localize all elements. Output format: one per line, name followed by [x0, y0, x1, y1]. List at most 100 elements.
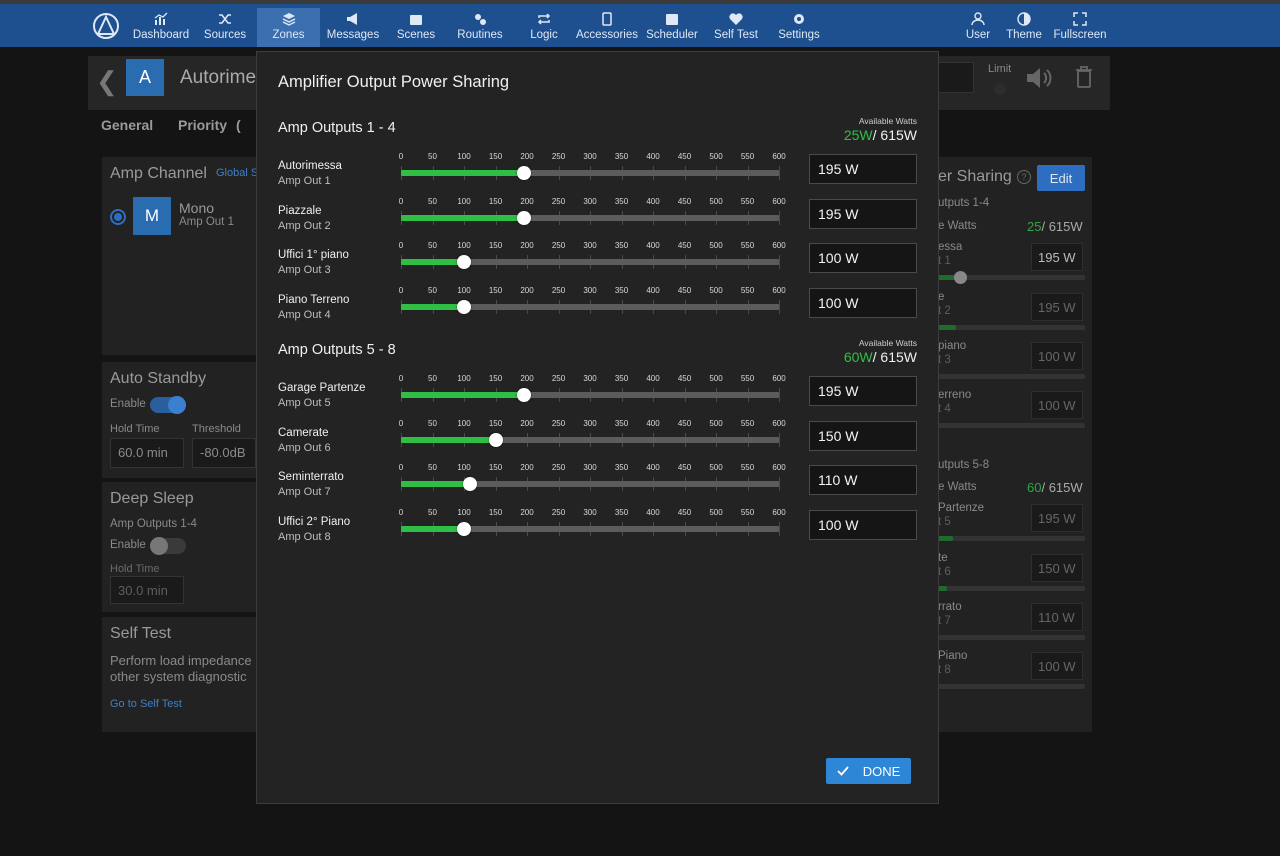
nav-label: Dashboard: [132, 29, 190, 41]
go-to-self-test-link[interactable]: Go to Self Test: [110, 698, 182, 710]
global-settings-link[interactable]: Global S: [216, 167, 259, 179]
watt-slider[interactable]: 0 50 100 150 200 250 300 350 400 450 500 550 600: [397, 507, 786, 544]
slider-track[interactable]: [401, 303, 779, 310]
watt-slider[interactable]: 0 50 100 150 200 250 300 350 400 450 500 550 600: [397, 152, 786, 188]
slider-thumb[interactable]: [457, 521, 471, 536]
nav-self-test[interactable]: Self Test: [710, 8, 762, 47]
speaker-icon[interactable]: [1025, 65, 1055, 91]
scale-tick-label: 600: [772, 285, 786, 295]
watt-input[interactable]: 110 W: [809, 465, 917, 496]
scale-tick-label: 450: [677, 241, 692, 251]
watt-input[interactable]: 100 W: [809, 287, 917, 318]
nav-fullscreen[interactable]: Fullscreen: [1052, 8, 1108, 47]
app-logo[interactable]: [92, 12, 120, 40]
chart-icon: [154, 12, 168, 25]
scale-tick-label: 350: [614, 285, 629, 295]
slider-track[interactable]: [401, 259, 779, 266]
auto-standby-toggle[interactable]: [150, 396, 186, 414]
deep-sleep-toggle[interactable]: [150, 537, 186, 555]
nav-routines[interactable]: Routines: [454, 8, 506, 47]
scale-tick-label: 350: [614, 507, 629, 517]
ps-row-track[interactable]: [938, 635, 1085, 640]
hold-time-field[interactable]: 60.0 min: [110, 438, 184, 468]
scale-tick-label: 400: [646, 374, 660, 383]
ps-row-value[interactable]: 150 W: [1031, 554, 1083, 582]
ps-row-value[interactable]: 100 W: [1031, 391, 1083, 419]
ps-row-track[interactable]: [938, 684, 1085, 689]
scale-tick-label: 350: [614, 241, 629, 251]
slider-track[interactable]: [401, 170, 779, 176]
nav-user[interactable]: User: [962, 8, 994, 47]
ps-row-thumb[interactable]: [954, 271, 967, 284]
slider-thumb[interactable]: [457, 255, 471, 270]
deep-sleep-hold-field[interactable]: 30.0 min: [110, 576, 184, 604]
slider-thumb[interactable]: [516, 166, 531, 180]
ps-row-sub: t 5: [938, 516, 951, 528]
nav-scenes[interactable]: Scenes: [392, 8, 440, 47]
ps-row-track[interactable]: [938, 271, 1085, 284]
shuffle-icon: [219, 14, 231, 24]
slider-track[interactable]: [401, 525, 779, 532]
nav-label: Self Test: [714, 29, 758, 41]
watt-slider[interactable]: 0 50 100 150 200 250 300 350 400 450 500 550 600: [397, 197, 786, 233]
slider-thumb[interactable]: [463, 477, 478, 492]
nav-sources[interactable]: Sources: [200, 8, 250, 47]
trash-icon[interactable]: [1075, 66, 1093, 88]
mono-radio[interactable]: [110, 209, 126, 225]
watt-input[interactable]: 195 W: [809, 154, 917, 184]
ps-row-track[interactable]: [938, 374, 1085, 379]
watt-slider[interactable]: 0 50 100 150 200 250 300 350 400 450 500 550 600: [397, 285, 786, 322]
available-watts-used: 60W: [843, 349, 873, 365]
watt-slider[interactable]: 0 50 100 150 200 250 300 350 400 450 500 550 600: [397, 374, 786, 410]
watt-input[interactable]: 150 W: [809, 420, 917, 451]
slider-thumb[interactable]: [516, 388, 531, 402]
scale-tick-mark: [779, 255, 780, 270]
ps-row-sub: t 7: [938, 615, 951, 627]
tab-more[interactable]: (: [236, 117, 241, 133]
help-icon[interactable]: ?: [1017, 170, 1031, 184]
ps-row-name: erreno: [938, 389, 972, 401]
scale-tick-label: 200: [520, 152, 534, 161]
slider-track[interactable]: [401, 214, 779, 221]
ps-row-value[interactable]: 110 W: [1031, 603, 1083, 631]
slider-track[interactable]: [401, 481, 779, 488]
nav-scheduler[interactable]: Scheduler: [645, 8, 699, 47]
watt-input[interactable]: 195 W: [809, 376, 917, 406]
ps-row-value[interactable]: 195 W: [1031, 504, 1083, 532]
nav-logic[interactable]: Logic: [526, 8, 562, 47]
slider-track[interactable]: [401, 392, 779, 398]
slider-thumb[interactable]: [457, 299, 471, 314]
slider-track[interactable]: [401, 436, 779, 443]
ps-row-value[interactable]: 195 W: [1031, 293, 1083, 321]
ps-row-track[interactable]: [938, 423, 1085, 428]
nav-accessories[interactable]: Accessories: [576, 8, 638, 47]
ps-row-value[interactable]: 100 W: [1031, 652, 1083, 680]
watt-slider[interactable]: 0 50 100 150 200 250 300 350 400 450 500 550 600: [397, 463, 786, 499]
watt-input[interactable]: 100 W: [809, 243, 917, 274]
ps-row-value[interactable]: 195 W: [1031, 243, 1083, 271]
nav-settings[interactable]: Settings: [776, 8, 822, 47]
nav-dashboard[interactable]: Dashboard: [132, 8, 190, 47]
edit-button[interactable]: Edit: [1037, 165, 1085, 191]
nav-theme[interactable]: Theme: [1004, 8, 1044, 47]
scale-tick-label: 0: [398, 374, 404, 383]
ps-row-track[interactable]: [938, 536, 1085, 541]
threshold-field[interactable]: -80.0dB: [192, 438, 256, 468]
slider-thumb[interactable]: [488, 432, 503, 447]
watt-slider[interactable]: 0 50 100 150 200 250 300 350 400 450 500 550 600: [397, 241, 786, 277]
nav-zones[interactable]: Zones: [257, 8, 320, 51]
limit-indicator[interactable]: [994, 83, 1006, 95]
scale-tick-label: 200: [520, 285, 534, 295]
nav-messages[interactable]: Messages: [322, 8, 384, 47]
back-chevron-icon[interactable]: ❮: [96, 66, 118, 96]
done-button[interactable]: DONE: [826, 758, 911, 784]
watt-slider[interactable]: 0 50 100 150 200 250 300 350 400 450 500 550 600: [397, 419, 786, 455]
tab-priority[interactable]: Priority: [178, 117, 228, 133]
ps-row-value[interactable]: 100 W: [1031, 342, 1083, 370]
ps-row-track[interactable]: [938, 586, 1085, 591]
ps-row-track[interactable]: [938, 325, 1085, 330]
tab-general[interactable]: General: [101, 117, 154, 133]
watt-input[interactable]: 195 W: [809, 198, 917, 229]
slider-thumb[interactable]: [516, 210, 531, 225]
watt-input[interactable]: 100 W: [809, 509, 917, 540]
